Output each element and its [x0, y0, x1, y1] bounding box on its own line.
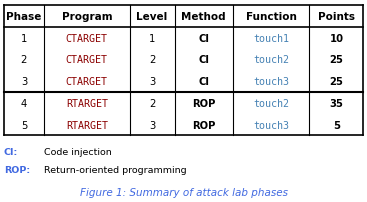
- Text: 5: 5: [21, 120, 27, 130]
- Text: touch1: touch1: [253, 34, 289, 43]
- Text: 5: 5: [333, 120, 340, 130]
- Text: touch3: touch3: [253, 120, 289, 130]
- Text: CTARGET: CTARGET: [66, 55, 108, 65]
- Text: 3: 3: [149, 77, 155, 87]
- Text: 4: 4: [21, 98, 27, 108]
- Text: touch2: touch2: [253, 98, 289, 108]
- Text: 25: 25: [330, 55, 343, 65]
- Text: Figure 1: Summary of attack lab phases: Figure 1: Summary of attack lab phases: [80, 187, 287, 197]
- Text: 1: 1: [21, 34, 27, 43]
- Text: Program: Program: [62, 12, 112, 22]
- Text: 35: 35: [330, 98, 343, 108]
- Text: Points: Points: [318, 12, 355, 22]
- Text: CTARGET: CTARGET: [66, 34, 108, 43]
- Text: Return-oriented programming: Return-oriented programming: [44, 166, 187, 175]
- Text: Code injection: Code injection: [44, 147, 112, 156]
- Text: ROP:: ROP:: [4, 166, 30, 175]
- Text: RTARGET: RTARGET: [66, 98, 108, 108]
- Text: ROP: ROP: [192, 120, 215, 130]
- Text: 2: 2: [149, 55, 155, 65]
- Text: 10: 10: [329, 34, 344, 43]
- Text: 3: 3: [21, 77, 27, 87]
- Text: 2: 2: [149, 98, 155, 108]
- Text: touch2: touch2: [253, 55, 289, 65]
- Text: CTARGET: CTARGET: [66, 77, 108, 87]
- Text: Method: Method: [181, 12, 226, 22]
- Text: CI: CI: [198, 77, 209, 87]
- Text: 2: 2: [21, 55, 27, 65]
- Text: Function: Function: [246, 12, 297, 22]
- Text: 1: 1: [149, 34, 155, 43]
- Text: Level: Level: [137, 12, 168, 22]
- Text: touch3: touch3: [253, 77, 289, 87]
- Text: ROP: ROP: [192, 98, 215, 108]
- Text: CI: CI: [198, 34, 209, 43]
- Text: RTARGET: RTARGET: [66, 120, 108, 130]
- Text: CI: CI: [198, 55, 209, 65]
- Text: 25: 25: [330, 77, 343, 87]
- Text: CI:: CI:: [4, 147, 18, 156]
- Text: Phase: Phase: [6, 12, 41, 22]
- Text: 3: 3: [149, 120, 155, 130]
